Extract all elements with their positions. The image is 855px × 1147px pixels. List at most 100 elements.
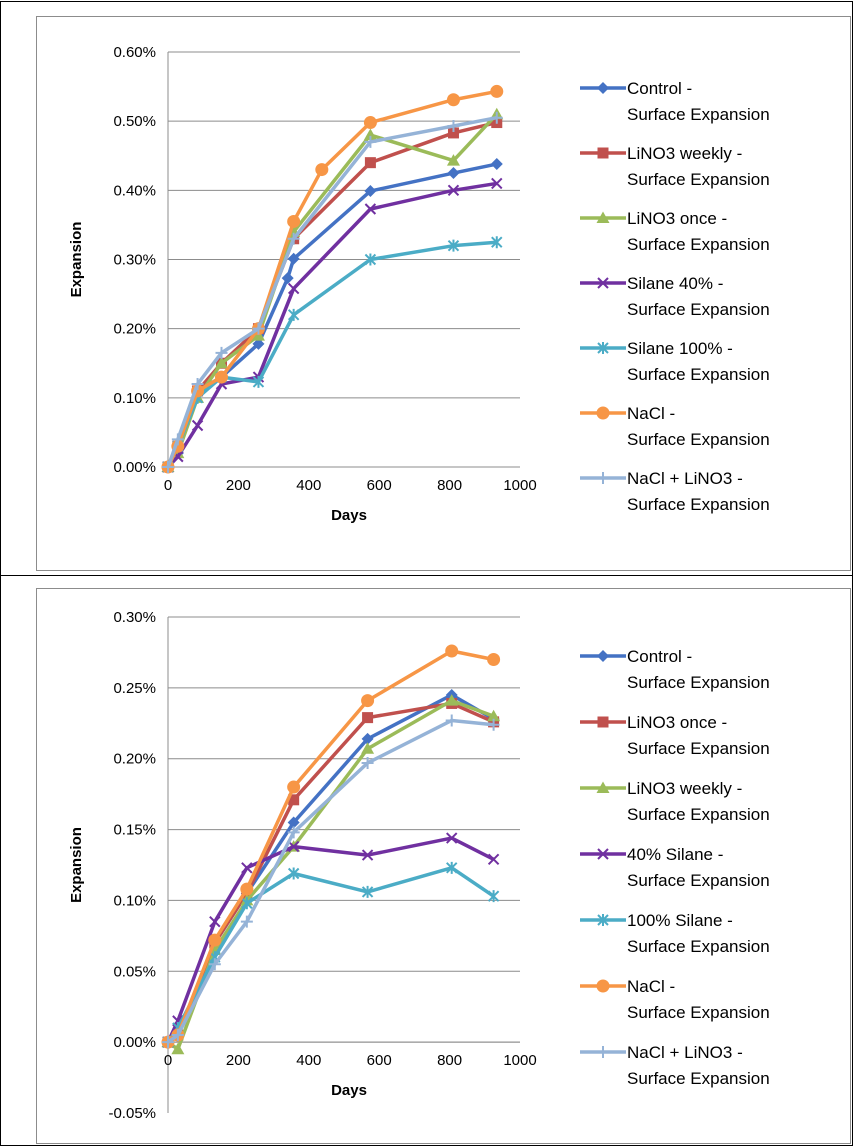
data-point-marker xyxy=(287,840,300,853)
y-tick-label: 0.30% xyxy=(113,609,156,626)
data-point-marker xyxy=(287,308,300,321)
bottom-expansion-chart: -0.05% 0.00% 0.05% 0.10% 0.15% 0.20% 0.25% 0.30… xyxy=(68,609,770,1122)
top-expansion-chart: 0.00% 0.10% 0.20% 0.30% 0.40% 0.50% 0.60% 0 200 4… xyxy=(68,44,770,524)
legend-label: LiNO3 once -Surface Expansion xyxy=(627,713,770,758)
data-point-marker xyxy=(597,342,609,354)
data-point-marker xyxy=(596,211,610,223)
top-chart-cell: 0.00% 0.10% 0.20% 0.30% 0.40% 0.50% 0.60% 0 200 4… xyxy=(0,1,853,576)
series-line xyxy=(166,701,495,1044)
data-point-marker xyxy=(364,157,376,169)
y-axis-title: Expansion xyxy=(68,827,85,903)
data-point-marker xyxy=(446,861,458,874)
legend-label: 100% Silane -Surface Expansion xyxy=(627,911,770,956)
series-group xyxy=(162,714,500,1049)
series-group xyxy=(161,84,504,474)
x-tick-label: 1000 xyxy=(503,477,536,494)
series-group xyxy=(161,107,504,472)
data-point-marker xyxy=(597,82,609,94)
data-point-marker xyxy=(445,694,459,706)
data-point-marker xyxy=(364,185,377,198)
y-tick-label: 0.10% xyxy=(113,892,156,909)
x-tick-label: 400 xyxy=(296,1052,321,1069)
data-point-marker xyxy=(287,816,300,829)
data-point-marker xyxy=(447,167,460,180)
data-point-marker xyxy=(361,756,374,769)
data-point-marker xyxy=(287,214,301,228)
data-point-marker xyxy=(487,718,500,731)
series-group xyxy=(162,861,500,1049)
data-point-marker xyxy=(288,794,300,806)
data-point-marker xyxy=(287,282,300,295)
data-point-marker xyxy=(597,1046,609,1058)
series-group xyxy=(161,694,501,1055)
x-tick-label: 0 xyxy=(164,477,172,494)
legend-label: NaCl -Surface Expansion xyxy=(627,977,770,1022)
series-group xyxy=(162,158,503,473)
y-tick-label: 0.00% xyxy=(113,1034,156,1051)
data-point-marker xyxy=(215,346,228,359)
data-point-marker xyxy=(171,433,184,446)
data-point-marker xyxy=(361,732,374,745)
legend-label: NaCl -Surface Expansion xyxy=(627,404,770,449)
legend-label: Silane 100% -Surface Expansion xyxy=(627,339,770,384)
data-point-marker xyxy=(447,120,460,133)
y-axis-title: Expansion xyxy=(68,222,85,298)
legend-label: Control -Surface Expansion xyxy=(627,79,770,124)
data-point-marker xyxy=(361,694,375,708)
x-axis-title: Days xyxy=(331,507,367,524)
data-point-marker xyxy=(487,709,501,722)
series-group xyxy=(162,697,500,1048)
data-point-marker xyxy=(215,356,229,369)
data-point-marker xyxy=(252,322,265,335)
data-point-marker xyxy=(491,177,503,190)
data-point-marker xyxy=(215,370,229,384)
data-point-marker xyxy=(364,135,377,148)
bottom-chart-frame: -0.05% 0.00% 0.05% 0.10% 0.15% 0.20% 0.25% 0.30… xyxy=(36,588,851,1144)
legend-label: LiNO3 once -Surface Expansion xyxy=(627,209,770,254)
data-point-marker xyxy=(487,853,500,866)
data-point-marker xyxy=(487,653,501,667)
data-point-marker xyxy=(252,337,265,350)
data-point-marker xyxy=(597,650,609,662)
data-point-marker xyxy=(287,232,300,245)
data-point-marker xyxy=(363,116,377,130)
data-point-marker xyxy=(208,958,221,971)
series-line xyxy=(166,89,498,468)
data-point-marker xyxy=(597,147,609,159)
data-point-marker xyxy=(281,272,294,285)
data-point-marker xyxy=(171,1042,185,1055)
legend-label: NaCl + LiNO3 -Surface Expansion xyxy=(627,469,770,514)
data-point-marker xyxy=(596,406,610,420)
data-point-marker xyxy=(162,461,174,473)
data-point-marker xyxy=(315,163,329,177)
series-group xyxy=(162,111,503,473)
y-tick-label: 0.40% xyxy=(113,182,156,199)
data-point-marker xyxy=(446,832,458,844)
y-tick-label: 0.00% xyxy=(113,459,156,476)
data-point-marker xyxy=(364,203,377,215)
data-point-marker xyxy=(252,375,265,388)
data-point-marker xyxy=(597,277,609,289)
data-point-marker xyxy=(597,848,609,860)
x-tick-label: 200 xyxy=(226,477,251,494)
data-point-marker xyxy=(287,826,300,839)
data-point-marker xyxy=(241,862,253,874)
data-point-marker xyxy=(490,111,503,124)
data-point-marker xyxy=(363,128,377,140)
data-point-marker xyxy=(240,882,254,896)
data-point-marker xyxy=(287,867,300,880)
data-point-marker xyxy=(597,914,609,926)
x-tick-label: 0 xyxy=(164,1052,172,1069)
data-point-marker xyxy=(162,1036,174,1049)
x-axis-title: Days xyxy=(331,1082,367,1099)
data-point-marker xyxy=(361,885,374,898)
x-tick-label: 800 xyxy=(437,477,462,494)
data-point-marker xyxy=(491,236,503,249)
data-point-marker xyxy=(597,716,609,728)
series-line xyxy=(166,240,497,468)
data-point-marker xyxy=(287,252,300,265)
data-point-marker xyxy=(171,1029,184,1042)
legend: Control -Surface Expansion LiNO3 weekly -… xyxy=(580,79,770,514)
legend-label: Silane 40% -Surface Expansion xyxy=(627,274,770,319)
y-tick-label: 0.25% xyxy=(113,680,156,697)
